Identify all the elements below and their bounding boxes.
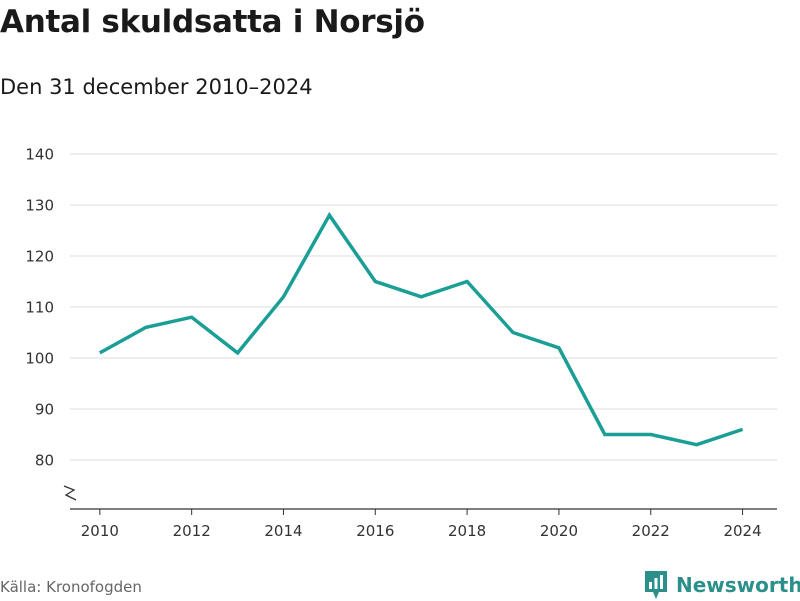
- y-tick-label: 140: [25, 146, 54, 164]
- y-tick-label: 130: [25, 197, 54, 215]
- data-point: [512, 331, 515, 334]
- y-tick-label: 110: [25, 299, 54, 317]
- series-line: [98, 211, 744, 447]
- chart-subtitle: Den 31 december 2010–2024: [0, 75, 313, 99]
- data-point: [466, 280, 469, 283]
- y-tick-label: 100: [25, 350, 54, 368]
- data-point: [741, 428, 744, 431]
- data-point: [557, 346, 560, 349]
- x-tick-label: 2018: [448, 522, 486, 540]
- x-tick-label: 2024: [723, 522, 761, 540]
- x-tick-label: 2016: [356, 522, 394, 540]
- data-point: [603, 433, 606, 436]
- brand-name: Newsworthy: [676, 573, 800, 597]
- data-point: [328, 214, 331, 217]
- data-point: [374, 280, 377, 283]
- data-point: [649, 433, 652, 436]
- x-tick-label: 2022: [632, 522, 670, 540]
- brand-logo: Newsworthy: [644, 569, 800, 601]
- data-point: [695, 443, 698, 446]
- data-point: [420, 295, 423, 298]
- data-point: [144, 326, 147, 329]
- x-tick-label: 2020: [540, 522, 578, 540]
- x-tick-label: 2010: [81, 522, 119, 540]
- y-tick-label: 80: [35, 452, 54, 470]
- y-tick-label: 120: [25, 248, 54, 266]
- x-tick-label: 2012: [173, 522, 211, 540]
- source-note: Källa: Kronofogden: [0, 578, 142, 596]
- chart-title: Antal skuldsatta i Norsjö: [0, 4, 425, 40]
- newsworthy-logo-icon: [645, 571, 667, 599]
- y-tick-label: 90: [35, 401, 54, 419]
- data-point: [236, 351, 239, 354]
- data-point: [282, 295, 285, 298]
- axis-break-icon: [63, 485, 77, 501]
- data-point: [190, 316, 193, 319]
- x-tick-label: 2014: [264, 522, 302, 540]
- data-point: [98, 351, 101, 354]
